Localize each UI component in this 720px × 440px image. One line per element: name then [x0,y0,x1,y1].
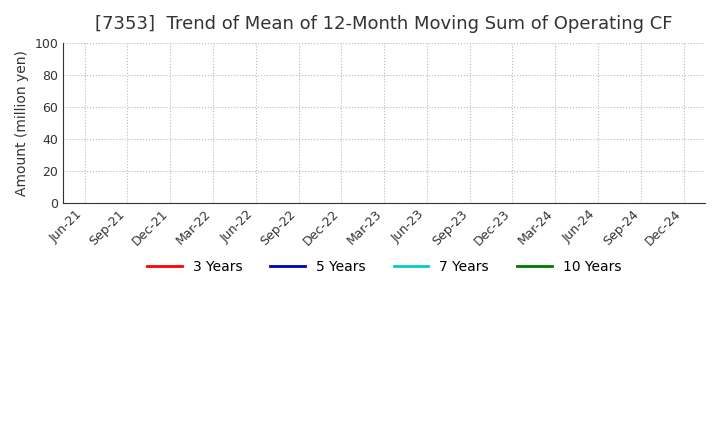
Title: [7353]  Trend of Mean of 12-Month Moving Sum of Operating CF: [7353] Trend of Mean of 12-Month Moving … [95,15,673,33]
Legend: 3 Years, 5 Years, 7 Years, 10 Years: 3 Years, 5 Years, 7 Years, 10 Years [142,254,626,279]
Y-axis label: Amount (million yen): Amount (million yen) [15,50,29,196]
